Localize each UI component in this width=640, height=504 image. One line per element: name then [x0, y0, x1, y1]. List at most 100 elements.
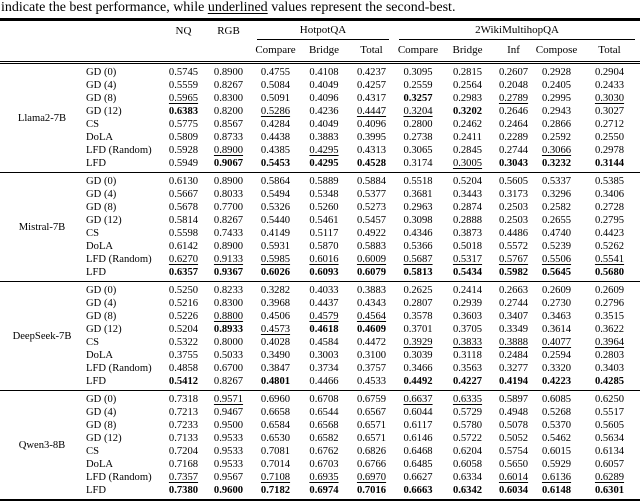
metric-value: 0.4108: [309, 67, 339, 78]
metric-value: 0.2559: [403, 80, 433, 91]
metric-value: 0.4223: [541, 376, 572, 387]
metric-value: 0.6134: [594, 446, 625, 457]
metric-value: 0.5262: [594, 241, 625, 252]
method-label: LFD: [86, 158, 107, 169]
table-row: LFD 0.5412 0.8267 0.4801 0.4466 0.4533 0.4492 0…: [0, 375, 640, 391]
subheader-wiki-inf: Inf: [493, 42, 535, 64]
metric-value: 0.2939: [452, 298, 483, 309]
metric-value: 0.3349: [498, 324, 529, 335]
metric-value: 0.5518: [403, 176, 433, 187]
metric-value: 0.2592: [541, 132, 572, 143]
metric-value: 0.8233: [213, 285, 244, 296]
metric-value: 0.4284: [260, 119, 291, 130]
metric-value: 0.4564: [356, 311, 387, 322]
metric-value: 0.7182: [260, 485, 291, 496]
metric-value: 0.5982: [498, 267, 529, 278]
metric-value: 0.5559: [168, 80, 199, 91]
header-row-groups: NQ RGB HotpotQA 2WikiMultihopQA: [0, 20, 640, 43]
metric-value: 0.6146: [403, 433, 433, 444]
table-row: DoLA 0.6142 0.8900 0.5931 0.5870 0.5883 0.5366…: [0, 240, 640, 253]
metric-value: 0.4317: [356, 93, 387, 104]
metric-value: 0.3995: [356, 132, 387, 143]
metric-value: 0.5780: [452, 420, 483, 431]
metric-value: 0.7213: [168, 407, 199, 418]
metric-value: 0.5018: [452, 241, 483, 252]
table-row: GD (8) 0.5226 0.8800 0.4506 0.4579 0.4564 0.35…: [0, 310, 640, 323]
metric-value: 0.6334: [452, 472, 483, 483]
table-row: LFD 0.6357 0.9367 0.6026 0.6093 0.6079 0.5813 0…: [0, 266, 640, 282]
metric-value: 0.5541: [594, 254, 625, 265]
subheader-hotpot-compare: Compare: [252, 42, 299, 64]
subheader-hotpot-total: Total: [349, 42, 395, 64]
metric-value: 0.4194: [498, 376, 529, 387]
metric-value: 0.2405: [541, 80, 572, 91]
table-row: Llama2-7B GD (0) 0.5745 0.8900 0.4755 0.4108 0…: [0, 63, 640, 124]
method-label: GD (4): [86, 80, 117, 91]
metric-value: 0.5286: [260, 106, 291, 117]
metric-value: 0.3757: [356, 363, 387, 374]
metric-value: 0.5931: [260, 241, 291, 252]
metric-value: 0.3968: [260, 298, 291, 309]
metric-value: 0.9133: [213, 254, 244, 265]
method-label: LFD: [86, 376, 107, 387]
metric-value: 0.6970: [356, 472, 387, 483]
method-label: GD (4): [86, 298, 117, 309]
metric-value: 0.7357: [168, 472, 199, 483]
metric-value: 0.4028: [260, 337, 291, 348]
metric-value: 0.3888: [498, 337, 529, 348]
metric-value: 0.4237: [356, 67, 387, 78]
metric-value: 0.6762: [309, 446, 339, 457]
method-label: GD (12): [86, 215, 122, 226]
table-row: CS 0.5775 0.8567 0.4284 0.4049 0.4096 0.2800 0.…: [0, 118, 640, 131]
metric-value: 0.4472: [356, 337, 387, 348]
method-label: GD (4): [86, 407, 117, 418]
metric-value: 0.6130: [168, 176, 199, 187]
metric-value: 0.6079: [356, 267, 387, 278]
metric-value: 0.8267: [213, 376, 244, 387]
col-group-2wikimultihopqa-label: 2WikiMultihopQA: [399, 24, 636, 40]
metric-value: 0.5605: [594, 420, 625, 431]
metric-value: 0.2411: [453, 132, 482, 143]
caption-text-before: indicate the best performance, while: [1, 0, 208, 15]
table-row: GD (12) 0.6383 0.8200 0.5286 0.4236 0.4447 0.3…: [0, 105, 640, 118]
metric-value: 0.3515: [594, 311, 625, 322]
metric-value: 0.4573: [260, 324, 291, 335]
metric-value: 0.5462: [541, 433, 572, 444]
table-row: GD (4) 0.5667 0.8033 0.5494 0.5348 0.5377 0.36…: [0, 188, 640, 201]
metric-value: 0.2983: [452, 93, 483, 104]
metric-value: 0.9567: [213, 472, 244, 483]
metric-value: 0.5883: [356, 241, 387, 252]
col-group-2wikimultihopqa: 2WikiMultihopQA: [394, 20, 640, 43]
metric-value: 0.5985: [260, 254, 291, 265]
metric-value: 0.2462: [452, 119, 483, 130]
metric-value: 0.3277: [498, 363, 529, 374]
metric-value: 0.3043: [498, 158, 529, 169]
metric-value: 0.9533: [213, 433, 244, 444]
spacer: [162, 42, 205, 64]
table-row: GD (4) 0.7213 0.9467 0.6658 0.6544 0.6567 0.60…: [0, 406, 640, 419]
metric-value: 0.5204: [168, 324, 199, 335]
method-label: GD (8): [86, 202, 117, 213]
metric-value: 0.5754: [498, 446, 529, 457]
metric-value: 0.6058: [452, 459, 483, 470]
metric-value: 0.2866: [541, 119, 572, 130]
metric-value: 0.5494: [260, 189, 291, 200]
metric-value: 0.6658: [260, 407, 291, 418]
metric-value: 0.6301: [594, 485, 625, 496]
metric-value: 0.6014: [498, 472, 529, 483]
metric-value: 0.6700: [213, 363, 244, 374]
metric-value: 0.3622: [594, 324, 625, 335]
metric-value: 0.5091: [260, 93, 291, 104]
model-group: Llama2-7B GD (0) 0.5745 0.8900 0.4755 0.4108 0…: [0, 62, 640, 173]
metric-value: 0.5605: [498, 176, 529, 187]
metric-value: 0.9533: [213, 459, 244, 470]
metric-value: 0.6085: [541, 394, 572, 405]
subheader-wiki-compose: Compose: [534, 42, 580, 64]
metric-value: 0.3490: [260, 350, 291, 361]
metric-value: 0.7380: [168, 485, 199, 496]
metric-value: 0.2789: [498, 93, 529, 104]
method-label: DoLA: [86, 459, 114, 470]
table-header: NQ RGB HotpotQA 2WikiMultihopQA Compare …: [0, 20, 640, 64]
metric-value: 0.5033: [213, 350, 244, 361]
method-label: GD (8): [86, 93, 117, 104]
